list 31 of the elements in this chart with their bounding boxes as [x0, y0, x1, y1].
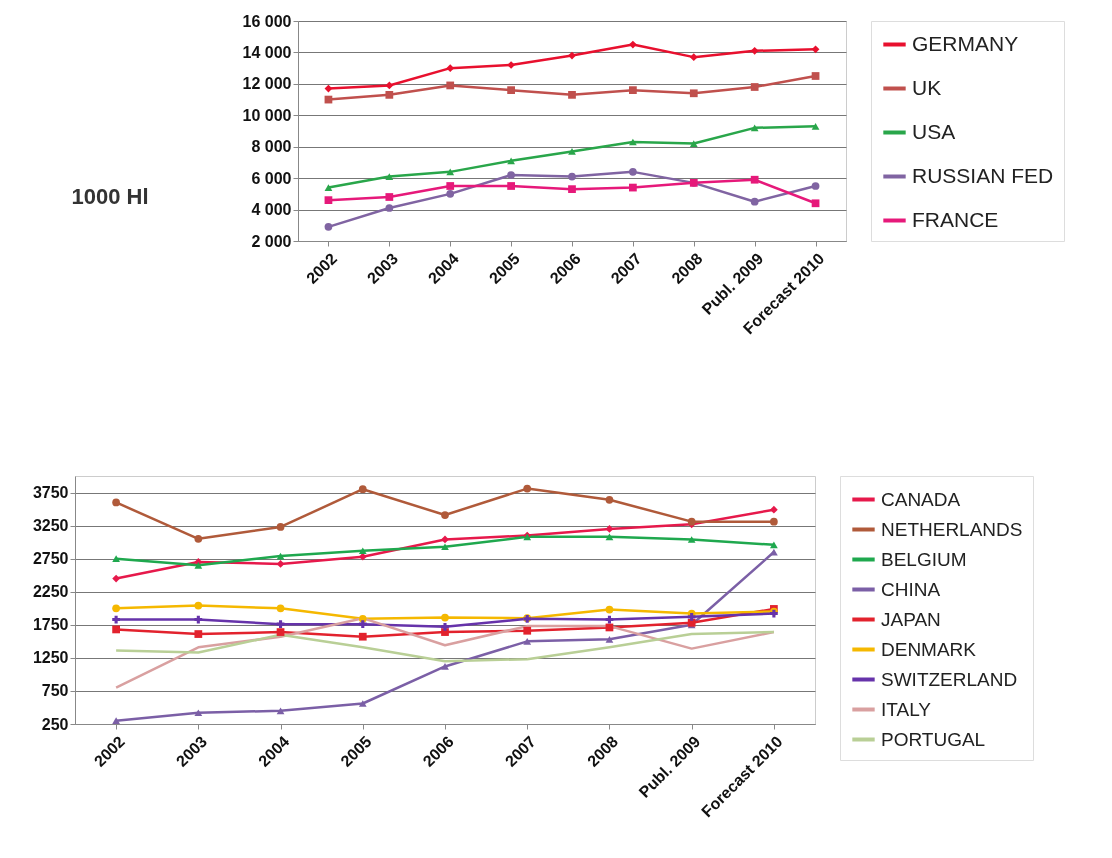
- legend-label: JAPAN: [881, 608, 941, 630]
- y-tick-label: 12 000: [242, 75, 292, 93]
- legend-label: DENMARK: [881, 638, 977, 660]
- y-tick-label: 6 000: [251, 169, 292, 187]
- legend-label: SWITZERLAND: [881, 668, 1018, 690]
- legend-label: BELGIUM: [881, 548, 967, 570]
- legend-label: RUSSIAN FED: [912, 163, 1054, 187]
- y-axis-title: 1000 Hl: [71, 183, 149, 209]
- y-tick-label: 2750: [32, 550, 69, 568]
- legend-label: GERMANY: [912, 31, 1019, 55]
- y-tick-label: 750: [41, 682, 69, 700]
- y-tick-label: 2250: [32, 583, 69, 601]
- legend-label: ITALY: [881, 698, 932, 720]
- y-tick-label: 10 000: [242, 106, 292, 124]
- y-tick-label: 1250: [32, 649, 69, 667]
- legend-label: USA: [912, 119, 956, 143]
- y-tick-label: 3250: [32, 517, 69, 535]
- legend-label: UK: [912, 75, 942, 99]
- y-tick-label: 2 000: [251, 232, 292, 250]
- legend-label: PORTUGAL: [881, 728, 986, 750]
- y-tick-label: 16 000: [242, 12, 292, 30]
- y-tick-label: 8 000: [251, 138, 292, 156]
- y-tick-label: 1750: [32, 616, 69, 634]
- legend-label: FRANCE: [912, 207, 999, 231]
- y-tick-label: 14 000: [242, 43, 292, 61]
- legend-label: NETHERLANDS: [881, 518, 1023, 540]
- legend-label: CHINA: [881, 578, 941, 600]
- legend-label: CANADA: [881, 488, 961, 510]
- y-tick-label: 3750: [32, 484, 69, 502]
- y-tick-label: 250: [41, 715, 69, 733]
- y-tick-label: 4 000: [251, 201, 292, 219]
